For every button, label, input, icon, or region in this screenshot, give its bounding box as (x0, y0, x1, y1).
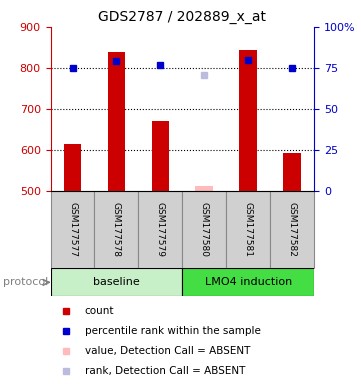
Text: protocol: protocol (3, 277, 48, 287)
Text: GSM177578: GSM177578 (112, 202, 121, 257)
Bar (196, 186, 213, 191)
Bar (51, 268, 182, 296)
Text: GSM177580: GSM177580 (200, 202, 209, 257)
Bar (283, 152, 301, 191)
Bar (95, 191, 138, 268)
Bar (270, 191, 314, 268)
Bar (239, 50, 257, 191)
Text: rank, Detection Call = ABSENT: rank, Detection Call = ABSENT (85, 366, 245, 376)
Bar (138, 191, 182, 268)
Bar (226, 191, 270, 268)
Text: GSM177577: GSM177577 (68, 202, 77, 257)
Bar (182, 268, 314, 296)
Text: GSM177582: GSM177582 (288, 202, 297, 257)
Text: baseline: baseline (93, 277, 140, 287)
Bar (51, 191, 95, 268)
Text: GSM177581: GSM177581 (244, 202, 253, 257)
Text: value, Detection Call = ABSENT: value, Detection Call = ABSENT (85, 346, 250, 356)
Bar (64, 144, 81, 191)
Title: GDS2787 / 202889_x_at: GDS2787 / 202889_x_at (98, 10, 266, 25)
Bar (152, 121, 169, 191)
Bar (108, 51, 125, 191)
Text: GSM177579: GSM177579 (156, 202, 165, 257)
Bar (182, 191, 226, 268)
Text: percentile rank within the sample: percentile rank within the sample (85, 326, 261, 336)
Text: count: count (85, 306, 114, 316)
Text: LMO4 induction: LMO4 induction (205, 277, 292, 287)
